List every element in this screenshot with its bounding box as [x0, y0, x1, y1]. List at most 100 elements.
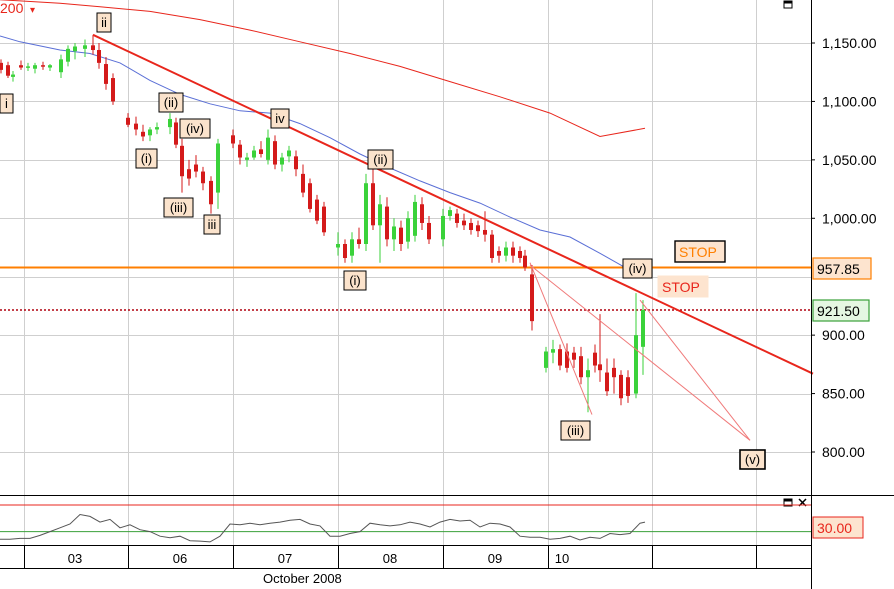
candle — [572, 346, 576, 368]
candle-body — [59, 59, 63, 73]
price-axis: 1,150.00 1,100.00 1,050.00 1,000.00 900.00 85… — [811, 35, 877, 460]
candle — [273, 135, 277, 170]
candle-body — [73, 46, 77, 52]
candle — [148, 127, 152, 142]
candle-body — [462, 220, 466, 226]
wave-label-text: i — [5, 96, 8, 111]
candle-body — [399, 227, 403, 244]
candle — [252, 145, 256, 160]
candle — [238, 139, 242, 165]
candle — [378, 194, 382, 263]
candle-body — [565, 351, 569, 368]
candle — [322, 201, 326, 236]
candle — [201, 166, 205, 191]
candle-body — [19, 65, 23, 68]
candle-body — [322, 206, 326, 233]
trendline — [92, 33, 814, 375]
wave-label-4: (iv) — [179, 118, 211, 139]
candle — [111, 73, 115, 105]
candle — [392, 218, 396, 252]
wave-v-projection — [639, 299, 751, 441]
candle — [586, 358, 590, 413]
candle-body — [413, 201, 417, 236]
wave-label-text: (iii) — [170, 200, 187, 215]
candle — [490, 229, 494, 263]
wave-label-box — [739, 449, 766, 470]
wave-label-box — [367, 149, 394, 170]
level-tag-957: 957.85 — [812, 257, 872, 280]
y-tick-label: 800.00 — [822, 444, 865, 460]
wave-label-text: iv — [275, 111, 285, 126]
candle-body — [364, 183, 368, 244]
candle — [11, 71, 15, 82]
candle-body — [490, 234, 494, 259]
wave-label-box — [163, 197, 194, 218]
wave-label-text: (ii) — [164, 95, 178, 110]
candle-body — [469, 222, 473, 230]
candle-body — [287, 150, 291, 157]
candle-body — [392, 226, 396, 240]
candle-body — [216, 143, 220, 193]
ma50-line — [0, 35, 626, 268]
candle — [0, 59, 3, 74]
candle — [427, 215, 431, 244]
candle-body — [504, 247, 508, 256]
candle — [280, 152, 284, 172]
wave-label-11: (iii) — [560, 420, 591, 441]
candle — [469, 218, 473, 235]
candle — [301, 164, 305, 198]
x-tick-label: 03 — [68, 551, 82, 566]
candle-body — [558, 349, 562, 366]
candle-body — [33, 65, 37, 69]
candle-body — [245, 157, 249, 160]
indicator-maximize-icon[interactable] — [783, 498, 793, 507]
x-tick-label: 07 — [278, 551, 292, 566]
trend-lines — [92, 33, 814, 441]
x-tick-label: 06 — [173, 551, 187, 566]
candle-body — [598, 364, 602, 371]
candle — [259, 141, 263, 158]
wave-label-box — [203, 214, 221, 235]
candle-body — [41, 65, 45, 67]
indicator-line — [0, 513, 646, 543]
candle-body — [6, 65, 10, 76]
candle-body — [357, 239, 361, 244]
candle-body — [273, 141, 277, 165]
candle — [364, 173, 368, 252]
candle-body — [551, 349, 555, 353]
date-axis: 03 06 07 08 09 10 — [24, 546, 757, 568]
wave-label-text: (i) — [141, 151, 153, 166]
dropdown-arrow-icon[interactable]: ▾ — [30, 5, 35, 16]
candle-body — [301, 173, 305, 193]
maximize-icon[interactable] — [783, 0, 793, 9]
candle-body — [141, 131, 145, 137]
wave-label-box — [179, 118, 211, 139]
candle-body — [441, 215, 445, 240]
wave-label-text: (iv) — [186, 121, 204, 136]
candle-body — [315, 199, 319, 221]
candle-body — [155, 127, 159, 130]
indicator-panel — [0, 504, 811, 543]
stop-box-1: STOP — [674, 240, 726, 263]
wave-label-9: (ii) — [367, 149, 394, 170]
candle — [287, 145, 291, 163]
candle — [598, 314, 602, 382]
candle-body — [350, 239, 354, 256]
candle-body — [66, 48, 70, 62]
candle — [91, 34, 95, 55]
stop-label-2: STOP — [662, 279, 700, 295]
projection-line — [529, 264, 751, 441]
y-tick-label: 1,100.00 — [822, 93, 877, 109]
candle — [231, 129, 235, 149]
candle-body — [523, 255, 527, 268]
candle-body — [378, 204, 382, 226]
candle-body — [187, 169, 191, 179]
wave-label-box — [560, 420, 591, 441]
candle — [420, 197, 424, 230]
candle — [187, 159, 191, 186]
candle — [544, 346, 548, 373]
candle — [406, 211, 410, 249]
wave-label-7: iv — [270, 108, 290, 129]
candle — [619, 370, 623, 406]
candle-body — [612, 367, 616, 378]
